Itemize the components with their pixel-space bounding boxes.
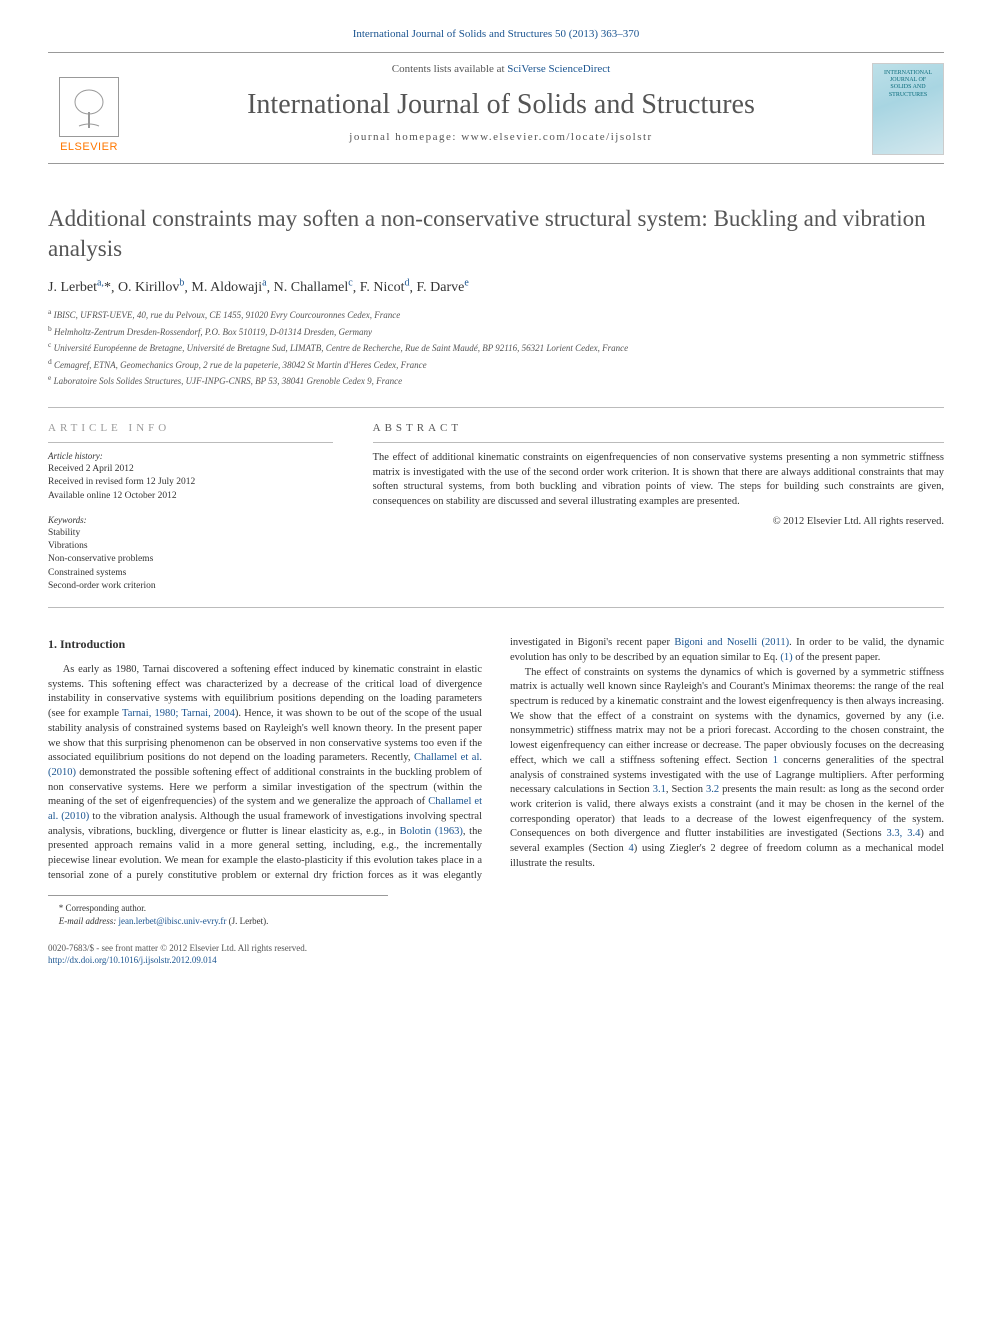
- equation-link[interactable]: (1): [780, 652, 792, 663]
- author: N. Challamelc: [274, 280, 353, 295]
- affiliation: a IBISC, UFRST-UEVE, 40, rue du Pelvoux,…: [48, 306, 944, 323]
- article-title: Additional constraints may soften a non-…: [48, 204, 944, 264]
- divider: [48, 442, 333, 443]
- contents-prefix: Contents lists available at: [392, 63, 507, 75]
- abstract-text: The effect of additional kinematic const…: [373, 451, 944, 510]
- publisher-logo: ELSEVIER: [48, 63, 130, 153]
- author: F. Nicotd: [360, 280, 410, 295]
- email-link[interactable]: jean.lerbet@ibisc.univ-evry.fr: [118, 916, 226, 926]
- cover-text-line: INTERNATIONAL JOURNAL OF: [873, 70, 943, 84]
- author-list: J. Lerbeta,*, O. Kirillovb, M. Aldowajia…: [48, 278, 944, 297]
- corresponding-author-note: * Corresponding author.: [48, 902, 944, 915]
- journal-banner: ELSEVIER Contents lists available at Sci…: [48, 52, 944, 164]
- banner-center: Contents lists available at SciVerse Sci…: [130, 63, 872, 143]
- author: J. Lerbeta,*: [48, 280, 111, 295]
- journal-cover-thumbnail: INTERNATIONAL JOURNAL OF SOLIDS AND STRU…: [872, 63, 944, 155]
- scidir-link[interactable]: SciVerse ScienceDirect: [507, 63, 610, 75]
- keyword: Vibrations: [48, 540, 333, 553]
- citation-link[interactable]: Bolotin (1963): [400, 826, 463, 837]
- history-line: Available online 12 October 2012: [48, 490, 333, 503]
- history-line: Received in revised form 12 July 2012: [48, 476, 333, 489]
- email-footnote: E-mail address: jean.lerbet@ibisc.univ-e…: [48, 915, 944, 928]
- header-citation: International Journal of Solids and Stru…: [48, 28, 944, 40]
- section-heading: 1. Introduction: [48, 636, 482, 653]
- elsevier-tree-icon: [59, 77, 119, 137]
- cover-text-line: STRUCTURES: [889, 92, 927, 99]
- abstract-heading: abstract: [373, 422, 944, 434]
- citation-link[interactable]: Tarnai, 1980; Tarnai, 2004: [122, 708, 235, 719]
- keywords-label: Keywords:: [48, 515, 333, 525]
- author: M. Aldowajia: [191, 280, 266, 295]
- keywords-list: Stability Vibrations Non-conservative pr…: [48, 527, 333, 593]
- affiliation: c Université Européenne de Bretagne, Uni…: [48, 339, 944, 356]
- history-lines: Received 2 April 2012 Received in revise…: [48, 463, 333, 503]
- section-link[interactable]: 3.1: [653, 784, 666, 795]
- keyword: Constrained systems: [48, 567, 333, 580]
- journal-name: International Journal of Solids and Stru…: [150, 89, 852, 121]
- keyword: Non-conservative problems: [48, 553, 333, 566]
- affiliation: d Cemagref, ETNA, Geomechanics Group, 2 …: [48, 356, 944, 373]
- article-info-column: article info Article history: Received 2…: [48, 408, 353, 607]
- affiliation: b Helmholtz-Zentrum Dresden-Rossendorf, …: [48, 323, 944, 340]
- citation-link[interactable]: Bigoni and Noselli (2011): [674, 637, 789, 648]
- email-label: E-mail address:: [59, 916, 119, 926]
- section-link[interactable]: 3.3, 3.4: [887, 828, 921, 839]
- section-link[interactable]: 3.2: [706, 784, 719, 795]
- contents-available-line: Contents lists available at SciVerse Sci…: [150, 63, 852, 75]
- issn-line: 0020-7683/$ - see front matter © 2012 El…: [48, 942, 944, 955]
- copyright-line: © 2012 Elsevier Ltd. All rights reserved…: [373, 516, 944, 527]
- cover-text-line: SOLIDS AND: [890, 84, 925, 91]
- footnote-separator: [48, 895, 388, 896]
- author: F. Darvee: [417, 280, 469, 295]
- author: O. Kirillovb: [118, 280, 184, 295]
- homepage-prefix: journal homepage:: [349, 131, 461, 143]
- affiliation: e Laboratoire Sols Solides Structures, U…: [48, 372, 944, 389]
- history-line: Received 2 April 2012: [48, 463, 333, 476]
- homepage-line: journal homepage: www.elsevier.com/locat…: [150, 131, 852, 143]
- doi-link[interactable]: http://dx.doi.org/10.1016/j.ijsolstr.201…: [48, 955, 217, 965]
- abstract-column: abstract The effect of additional kinema…: [353, 408, 944, 607]
- article-info-heading: article info: [48, 422, 333, 434]
- keyword: Second-order work criterion: [48, 580, 333, 593]
- affiliations: a IBISC, UFRST-UEVE, 40, rue du Pelvoux,…: [48, 306, 944, 389]
- article-body: 1. Introduction As early as 1980, Tarnai…: [48, 636, 944, 883]
- publisher-name: ELSEVIER: [60, 141, 118, 153]
- history-label: Article history:: [48, 451, 333, 461]
- divider: [373, 442, 944, 443]
- body-paragraph: The effect of constraints on systems the…: [510, 666, 944, 872]
- homepage-url: www.elsevier.com/locate/ijsolstr: [461, 131, 652, 143]
- keyword: Stability: [48, 527, 333, 540]
- info-abstract-row: article info Article history: Received 2…: [48, 407, 944, 608]
- front-matter-info: 0020-7683/$ - see front matter © 2012 El…: [48, 942, 944, 967]
